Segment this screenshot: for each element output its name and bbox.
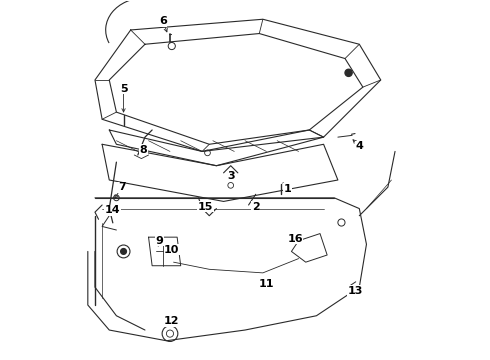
Text: 14: 14 [105, 205, 121, 215]
Text: 15: 15 [198, 202, 213, 212]
Text: 2: 2 [252, 202, 260, 212]
Text: 10: 10 [164, 245, 179, 255]
Text: 16: 16 [287, 234, 303, 244]
Text: 3: 3 [227, 171, 235, 181]
Circle shape [345, 69, 352, 76]
Text: 4: 4 [355, 141, 363, 151]
Text: 1: 1 [284, 184, 292, 194]
Text: 11: 11 [259, 279, 274, 289]
Text: 12: 12 [164, 316, 179, 326]
Circle shape [121, 249, 126, 254]
Text: 13: 13 [348, 286, 364, 296]
Text: 5: 5 [120, 84, 127, 94]
Text: 9: 9 [155, 236, 163, 246]
Text: 6: 6 [159, 16, 167, 26]
Text: 7: 7 [118, 182, 125, 192]
Text: 8: 8 [139, 145, 147, 155]
